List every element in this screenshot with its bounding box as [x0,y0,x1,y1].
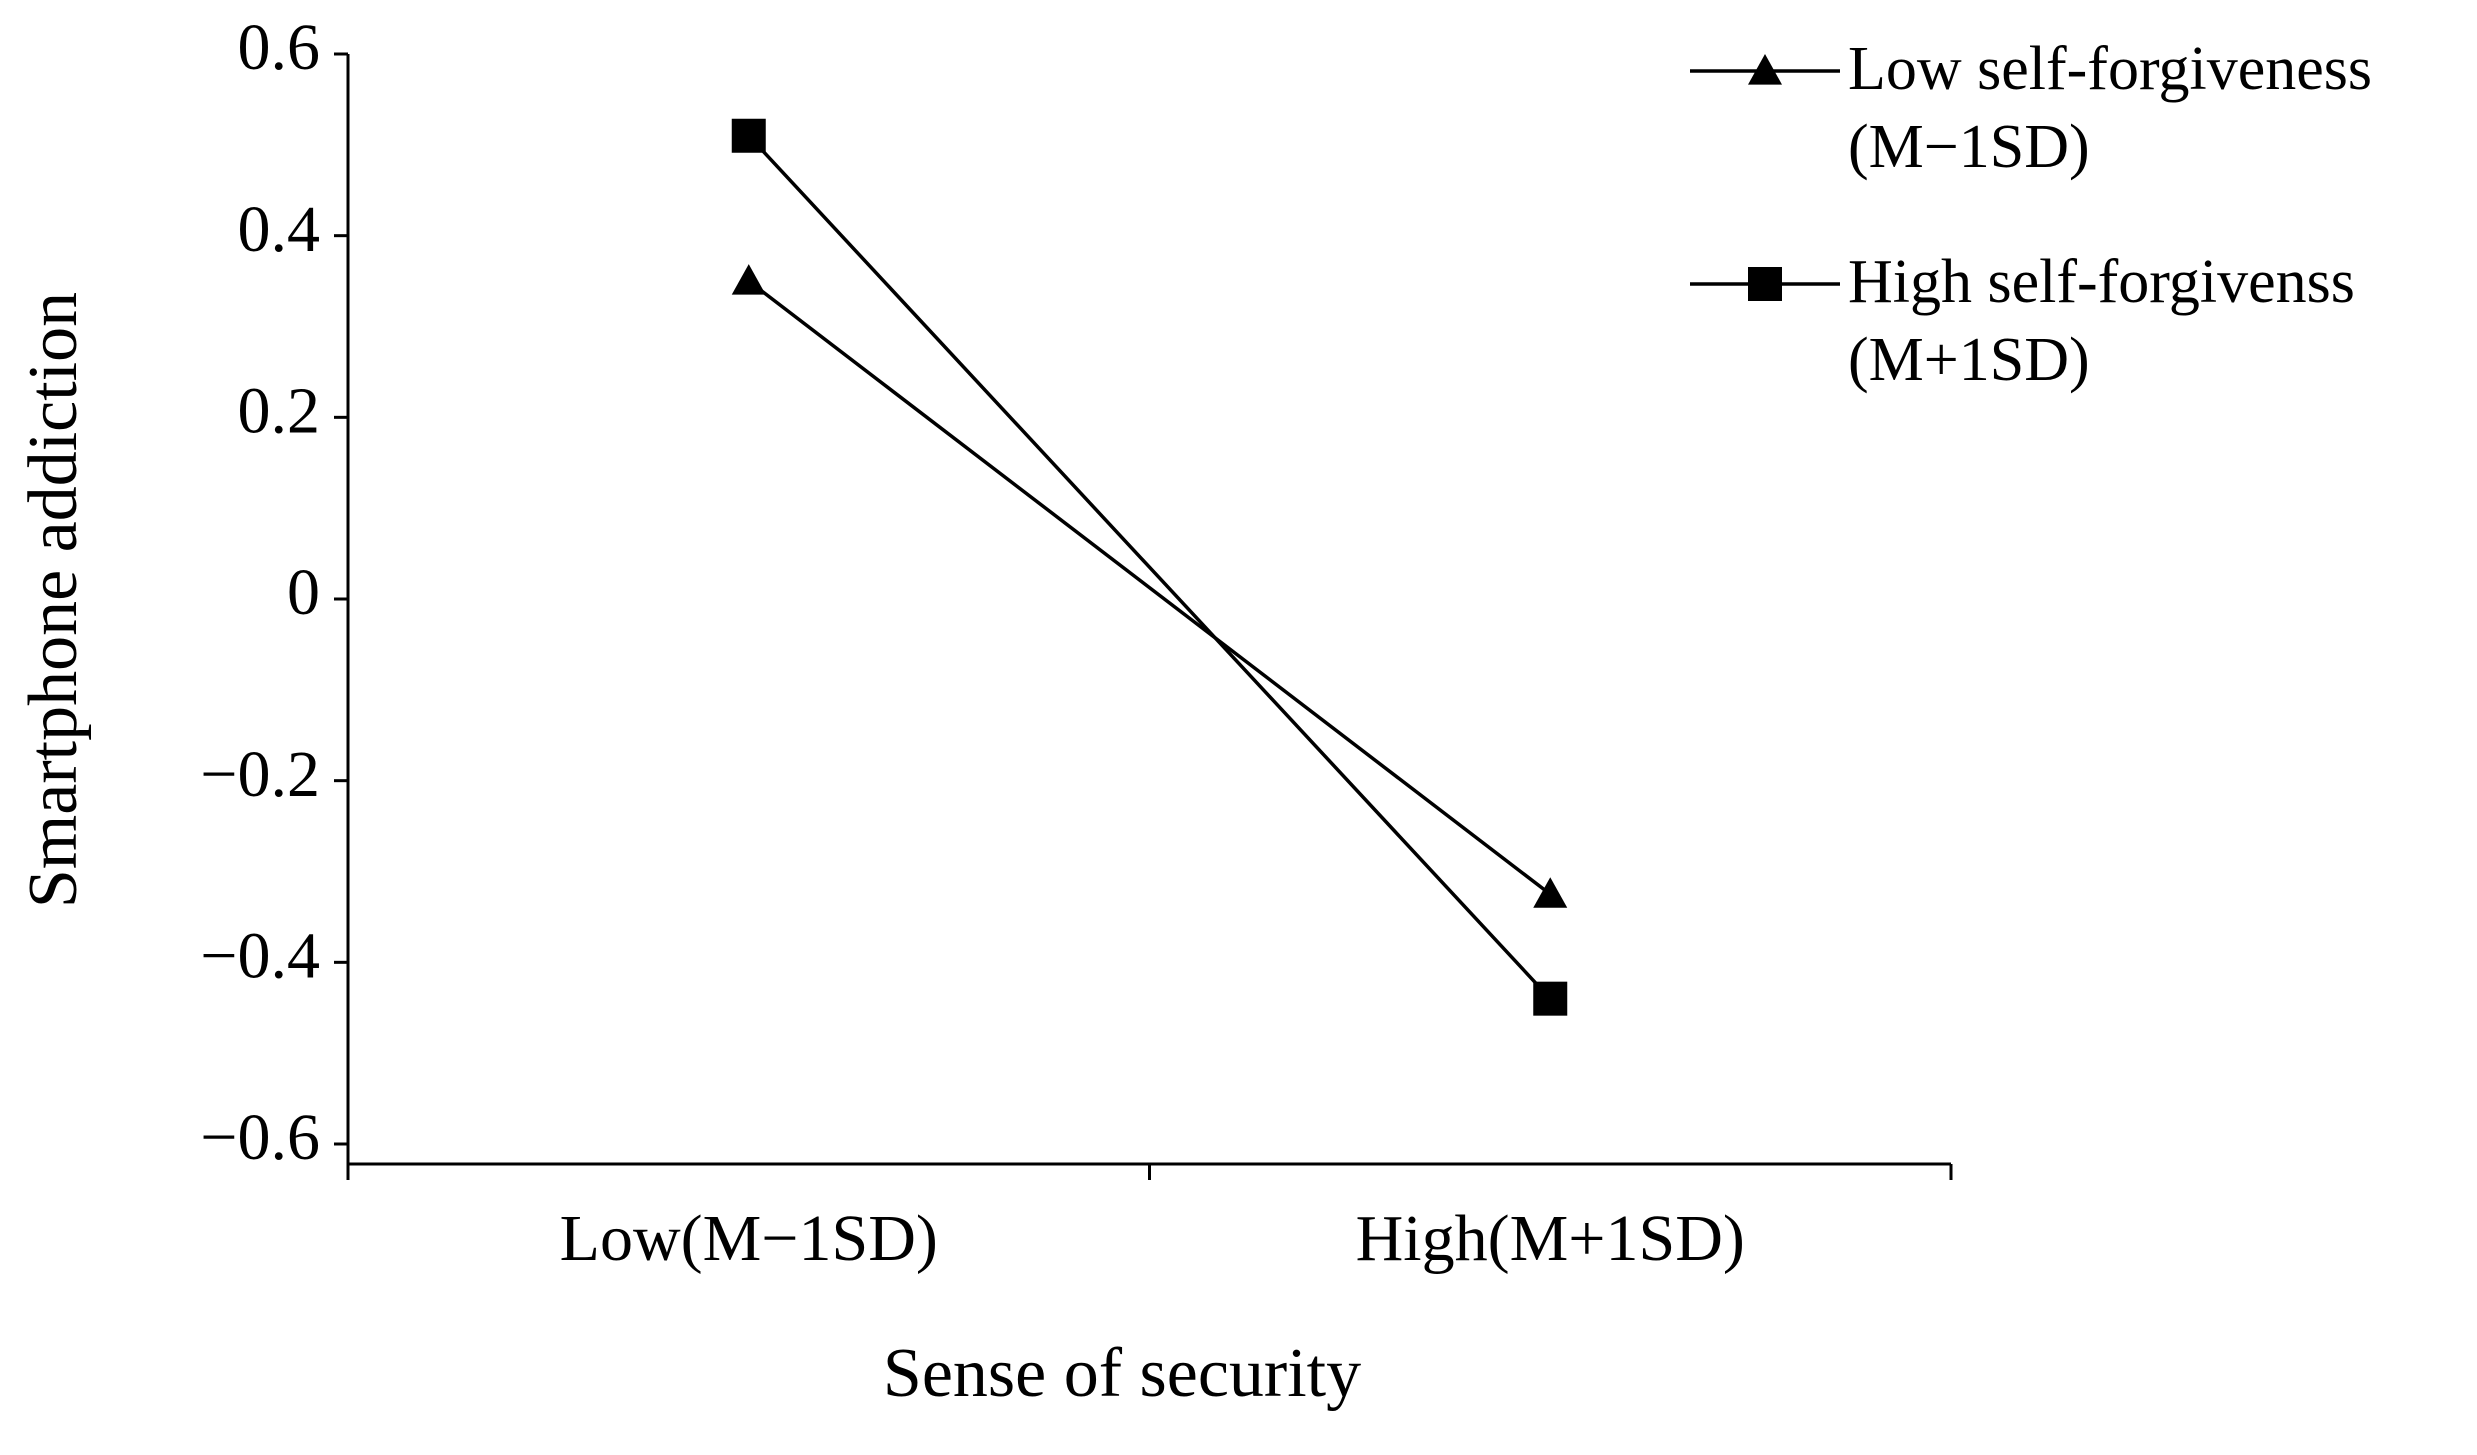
x-tick-label: Low(M−1SD) [560,1202,938,1275]
legend-marker [1748,54,1782,85]
y-tick-label: −0.4 [200,919,320,992]
point [1533,981,1568,1016]
y-tick-label: 0.2 [238,374,321,447]
y-axis-title: Smartphone addiction [15,292,92,908]
point [731,264,766,295]
legend-marker [1748,267,1782,301]
series-line [747,279,1552,896]
legend-label: High self-forgivenss (M+1SD) [1848,248,2355,394]
point [731,118,766,153]
y-tick-label: −0.2 [200,738,320,811]
x-axis-title: Sense of security [883,1335,1361,1412]
y-tick-label: −0.6 [200,1101,320,1174]
legend-label: Low self-forgiveness (M−1SD) [1848,35,2373,181]
point [1533,877,1568,908]
x-tick-label: High(M+1SD) [1356,1202,1745,1275]
y-tick-label: 0.6 [238,11,321,84]
y-tick-label: 0 [287,556,320,629]
y-tick-label: 0.4 [238,193,321,266]
series-line [747,134,1552,1000]
